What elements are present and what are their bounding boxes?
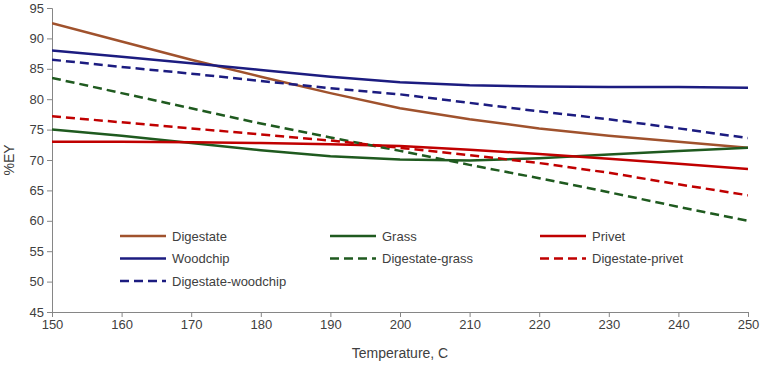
tick-mark <box>47 282 52 283</box>
tick-label: 95 <box>30 1 44 16</box>
series-line <box>52 116 748 195</box>
tick-label: 85 <box>30 61 44 76</box>
tick: 60 <box>30 213 52 228</box>
tick: 200 <box>390 312 412 332</box>
legend-swatch <box>330 257 376 260</box>
tick-label: 160 <box>111 317 133 332</box>
tick-label: 90 <box>30 31 44 46</box>
tick-label: 75 <box>30 122 44 137</box>
tick-label: 240 <box>668 317 690 332</box>
tick-label: 65 <box>30 183 44 198</box>
tick-label: 180 <box>250 317 272 332</box>
series-line <box>52 78 748 221</box>
tick-label: 70 <box>30 153 44 168</box>
tick: 70 <box>30 153 52 168</box>
legend-label: Digestate-woodchip <box>172 274 286 289</box>
tick-mark <box>47 38 52 39</box>
tick-mark <box>47 312 52 313</box>
chart: 150 160 170 180 190 200 210 220 230 240 250 45 50 55 6… <box>0 0 768 366</box>
tick: 50 <box>30 274 52 289</box>
legend-swatch <box>330 235 376 238</box>
tick-label: 230 <box>598 317 620 332</box>
y-axis: 45 50 55 60 65 70 75 80 85 90 95 <box>30 1 53 320</box>
axis-line <box>47 9 53 313</box>
tick-label: 150 <box>42 317 64 332</box>
tick-label: 200 <box>390 317 412 332</box>
series-line <box>52 60 748 138</box>
legend: Digestate Grass Privet Woodchip Digestate-gr… <box>120 229 683 289</box>
tick: 95 <box>30 1 52 16</box>
legend-label: Privet <box>592 229 626 244</box>
legend-item: Digestate-grass <box>330 251 474 266</box>
y-axis-title: %EY <box>1 144 17 176</box>
legend-item: Grass <box>330 229 417 244</box>
tick-label: 220 <box>529 317 551 332</box>
tick: 55 <box>30 244 52 259</box>
tick-label: 60 <box>30 213 44 228</box>
legend-label: Digestate <box>172 229 227 244</box>
tick-label: 190 <box>320 317 342 332</box>
tick: 80 <box>30 92 52 107</box>
tick: 90 <box>30 31 52 46</box>
series-line <box>52 142 748 169</box>
tick: 250 <box>738 312 760 332</box>
tick-mark <box>47 221 52 222</box>
tick-mark <box>47 190 52 191</box>
tick-mark <box>47 160 52 161</box>
tick-mark <box>47 8 52 9</box>
tick: 45 <box>30 305 52 320</box>
tick-label: 55 <box>30 244 44 259</box>
x-axis: 150 160 170 180 190 200 210 220 230 240 250 <box>42 312 760 332</box>
tick: 170 <box>181 312 203 332</box>
tick-mark <box>47 251 52 252</box>
legend-swatch <box>540 235 586 238</box>
tick-label: 210 <box>459 317 481 332</box>
legend-swatch <box>540 257 586 260</box>
legend-item: Digestate-privet <box>540 251 683 266</box>
tick-label: 170 <box>181 317 203 332</box>
legend-item: Woodchip <box>120 251 230 266</box>
legend-label: Grass <box>382 229 417 244</box>
tick-label: 80 <box>30 92 44 107</box>
tick: 65 <box>30 183 52 198</box>
legend-label: Woodchip <box>172 251 230 266</box>
tick: 75 <box>30 122 52 137</box>
tick-label: 250 <box>738 317 760 332</box>
tick-label: 45 <box>30 305 44 320</box>
tick: 150 <box>42 312 64 332</box>
legend-swatch <box>120 235 166 238</box>
legend-item: Privet <box>540 229 626 244</box>
series-line <box>52 23 748 148</box>
legend-label: Digestate-grass <box>382 251 474 266</box>
tick-mark <box>47 130 52 131</box>
legend-swatch <box>120 257 166 260</box>
legend-label: Digestate-privet <box>592 251 683 266</box>
tick: 240 <box>668 312 690 332</box>
x-axis-title: Temperature, C <box>352 345 448 361</box>
tick: 85 <box>30 61 52 76</box>
tick-mark <box>47 99 52 100</box>
legend-item: Digestate <box>120 229 227 244</box>
tick: 160 <box>111 312 133 332</box>
tick: 180 <box>250 312 272 332</box>
legend-swatch <box>120 280 166 283</box>
tick: 190 <box>320 312 342 332</box>
plot-area: 150 160 170 180 190 200 210 220 230 240 250 45 50 55 6… <box>30 1 760 333</box>
tick: 220 <box>529 312 551 332</box>
tick: 210 <box>459 312 481 332</box>
legend-item: Digestate-woodchip <box>120 274 286 289</box>
lines <box>52 23 748 221</box>
tick-mark <box>47 69 52 70</box>
tick: 230 <box>598 312 620 332</box>
tick-label: 50 <box>30 274 44 289</box>
